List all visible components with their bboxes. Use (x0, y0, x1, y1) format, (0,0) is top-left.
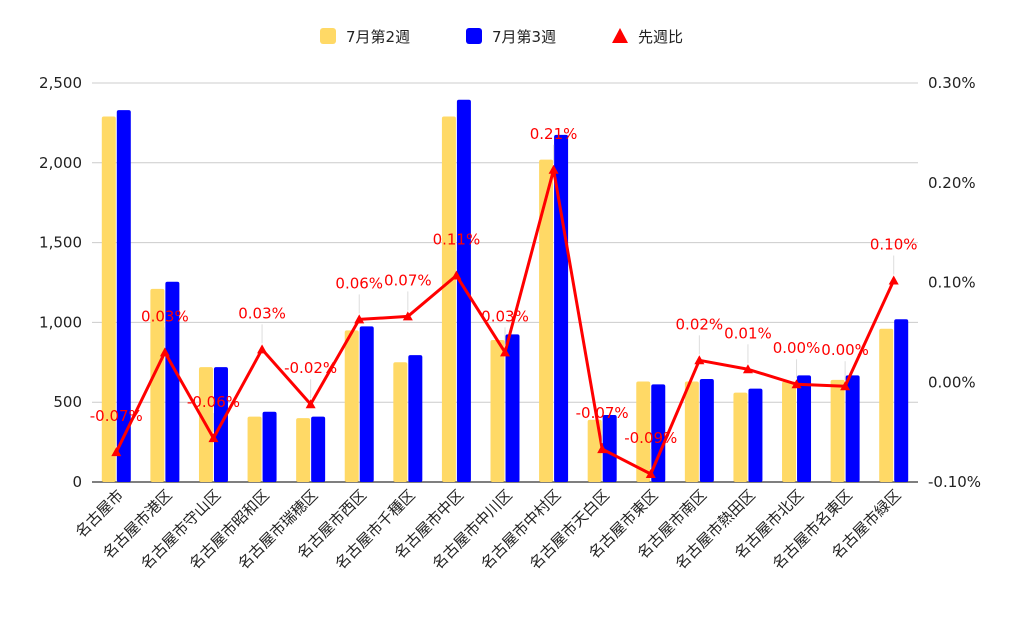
ratio-data-label: 0.11% (433, 231, 481, 249)
ratio-point (305, 399, 316, 409)
left-tick-label: 1,500 (39, 234, 82, 252)
bar-week2 (782, 381, 797, 482)
ratio-labels: -0.07% 0.03% -0.06% 0.03% -0.02% 0.06% 0.07% 0.… (90, 125, 918, 469)
ratio-data-label: 0.06% (335, 274, 383, 292)
bar-week3 (602, 414, 617, 482)
legend-swatch (466, 28, 482, 44)
legend-label: 先週比 (638, 28, 683, 46)
right-axis: -0.10% 0.00% 0.10% 0.20% 0.30% (928, 74, 981, 491)
ratio-point (548, 164, 559, 174)
bar-week2 (490, 339, 505, 482)
ratio-data-label: -0.09% (624, 429, 677, 447)
left-axis: 0 500 1,000 1,500 2,000 2,500 (39, 74, 82, 491)
left-tick-label: 2,000 (39, 154, 82, 172)
bar-week3 (845, 375, 860, 482)
ratio-point (791, 379, 802, 389)
ratio-data-label: 0.03% (238, 304, 286, 322)
right-tick-label: 0.10% (928, 274, 976, 292)
ratio-point (402, 311, 413, 321)
bar-week2 (296, 418, 311, 482)
bar-week3 (651, 384, 666, 482)
bar-week2 (247, 416, 262, 482)
bar-week3 (359, 326, 374, 482)
bar-week3 (408, 355, 423, 482)
ratio-point (645, 469, 656, 479)
bar-week2 (393, 362, 408, 482)
bars (101, 99, 909, 483)
ratio-point (111, 447, 122, 457)
legend-label: 7月第2週 (346, 28, 410, 46)
bar-week2 (684, 381, 699, 482)
ratio-point (354, 314, 365, 324)
bar-week2 (101, 116, 116, 483)
bar-week2 (539, 159, 554, 482)
left-tick-label: 1,000 (39, 313, 82, 331)
ratio-data-label: 0.10% (870, 236, 918, 254)
right-tick-label: 0.00% (928, 373, 976, 391)
bar-week3 (456, 99, 471, 483)
ratio-point (888, 275, 899, 285)
ratio-point (840, 381, 851, 391)
ratio-line (111, 164, 899, 479)
ratio-point (500, 347, 510, 357)
bar-week3 (797, 375, 812, 482)
ratio-data-label: 0.03% (481, 307, 529, 325)
bar-week2 (150, 288, 165, 482)
bar-week2 (879, 328, 894, 482)
ratio-point (208, 433, 219, 443)
bar-week3 (748, 388, 763, 482)
left-tick-label: 0 (72, 473, 82, 491)
left-tick-label: 2,500 (39, 74, 82, 92)
ratio-point (159, 347, 170, 357)
bar-week2 (344, 330, 359, 482)
ratio-data-label: 0.02% (676, 315, 724, 333)
category-labels: 名古屋市名古屋市港区名古屋市守山区名古屋市昭和区名古屋市瑞穂区名古屋市西区名古屋… (72, 486, 905, 573)
right-tick-label: 0.30% (928, 74, 976, 92)
bar-week3 (165, 281, 180, 482)
ratio-data-label: 0.07% (384, 271, 432, 289)
bar-week2 (733, 392, 748, 482)
bar-week3 (699, 379, 714, 482)
ratio-point (257, 344, 268, 354)
right-tick-label: -0.10% (928, 473, 981, 491)
left-tick-label: 500 (53, 393, 82, 411)
bar-week3 (554, 134, 569, 482)
ratio-point (597, 444, 608, 454)
ratio-point (742, 364, 753, 374)
bar-week3 (116, 110, 131, 482)
gridlines (92, 82, 918, 483)
legend-swatch (612, 28, 628, 43)
ratio-data-label: 0.00% (821, 341, 869, 359)
bar-week3 (894, 319, 909, 482)
legend-label: 7月第3週 (492, 28, 556, 46)
ratio-point (451, 270, 462, 280)
ratio-data-label: 0.00% (773, 339, 821, 357)
ratio-data-label: -0.07% (576, 404, 629, 422)
bar-week3 (262, 411, 277, 482)
ratio-data-label: 0.21% (530, 125, 578, 143)
bar-week2 (830, 379, 845, 482)
bar-week2 (587, 419, 602, 482)
ratio-data-label: -0.02% (284, 359, 337, 377)
bar-week3 (311, 416, 326, 482)
bar-week2 (636, 381, 651, 482)
ratio-data-label: -0.06% (187, 393, 240, 411)
ratio-data-label: 0.03% (141, 307, 189, 325)
legend-swatch (320, 28, 336, 44)
legend: 7月第2週 7月第3週 先週比 (320, 28, 683, 46)
ratio-point (694, 355, 705, 365)
right-tick-label: 0.20% (928, 174, 976, 192)
ratio-data-label: 0.01% (724, 324, 772, 342)
bar-week3 (505, 334, 520, 482)
bar-week2 (441, 116, 456, 483)
ratio-data-label: -0.07% (90, 407, 143, 425)
